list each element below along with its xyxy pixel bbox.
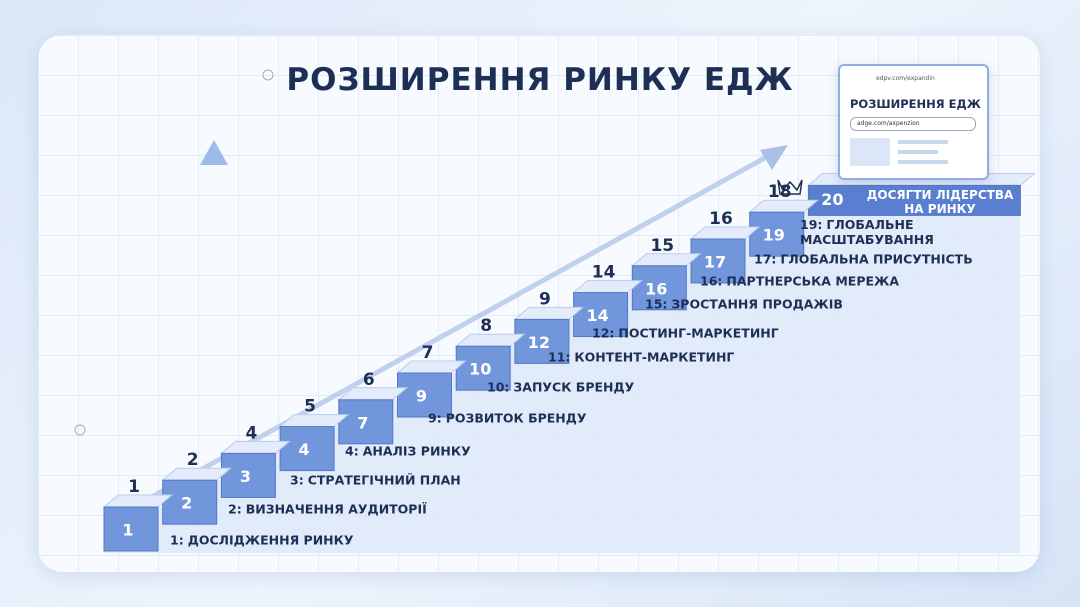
- milestone-number: 4:: [345, 443, 359, 459]
- arrow: [108, 152, 772, 523]
- step-top-number: 9: [539, 289, 551, 309]
- milestone-text: ГЛОБАЛЬНЕ МАСШТАБУВАННЯ: [800, 217, 934, 247]
- image-placeholder: [850, 138, 890, 166]
- text-line: [898, 150, 938, 154]
- milestone-number: 10:: [487, 379, 510, 395]
- milestone-number: 12:: [592, 325, 615, 341]
- milestone-number: 16:: [700, 273, 723, 289]
- milestone: 3: СТРАТЕГІЧНИЙ ПЛАН: [290, 473, 465, 488]
- address: edpv.com/expandin: [876, 75, 935, 82]
- step-front: [338, 399, 394, 445]
- text-line: [898, 160, 948, 164]
- milestone-number: 15:: [645, 296, 668, 312]
- title: РОЗШИРЕННЯ РИНКУ ЕДЖ: [286, 62, 794, 98]
- step-top-number: 14: [592, 263, 616, 283]
- milestone: 2: ВИЗНАЧЕННЯ АУДИТОРІЇ: [228, 502, 431, 517]
- step-top-number: 16: [709, 209, 733, 229]
- step-top-number: 15: [650, 236, 674, 256]
- text-line: [898, 140, 948, 144]
- triangle: [200, 140, 228, 165]
- step-front: [103, 506, 159, 552]
- step-top-number: 8: [480, 316, 492, 336]
- milestone: 4: АНАЛІЗ РИНКУ: [345, 444, 475, 459]
- crown: [777, 179, 803, 195]
- step-front: [220, 452, 276, 498]
- dot: [262, 69, 274, 81]
- step-top-number: 1: [128, 477, 140, 497]
- browser-heading: РОЗШИРЕННЯ ЕДЖ: [850, 97, 981, 111]
- step-top-number: 5: [304, 397, 316, 417]
- step-number: 3: [240, 467, 251, 486]
- step-front: [690, 238, 746, 284]
- step-front: [279, 426, 335, 472]
- milestone-text: АНАЛІЗ РИНКУ: [362, 443, 471, 459]
- milestone-text: ДОСЛІДЖЕННЯ РИНКУ: [187, 532, 354, 548]
- step-number: 4: [299, 440, 310, 459]
- step-number: 17: [704, 253, 726, 272]
- milestone-text: ГЛОБАЛЬНА ПРИСУТНІСТЬ: [780, 251, 973, 267]
- step-number: 7: [357, 413, 368, 432]
- search-box: adge.com/axpenzion: [850, 117, 976, 131]
- milestone-text: ЗАПУСК БРЕНДУ: [513, 379, 635, 395]
- milestone-text: СТРАТЕГІЧНИЙ ПЛАН: [307, 472, 461, 488]
- milestone-number: 17:: [754, 251, 777, 267]
- browser-mock: edpv.com/expandin РОЗШИРЕННЯ ЕДЖ adge.co…: [838, 64, 989, 180]
- milestone: 12: ПОСТИНГ-МАРКЕТИНГ: [592, 326, 783, 341]
- step-number: 12: [528, 333, 550, 352]
- milestone-text: ВИЗНАЧЕННЯ АУДИТОРІЇ: [245, 501, 427, 517]
- milestone: 17: ГЛОБАЛЬНА ПРИСУТНІСТЬ: [754, 252, 977, 267]
- milestone: 1: ДОСЛІДЖЕННЯ РИНКУ: [170, 533, 357, 548]
- stairs: 20 19 18 17 16 16 15 14 14 12 9 10 8 9 7 7 6 4 5 3 4 2 2 1 1: [102, 172, 1036, 553]
- step-front: [397, 372, 452, 418]
- step-number: 14: [586, 306, 608, 325]
- step-top-number: 4: [245, 423, 257, 443]
- step-number: 1: [122, 521, 133, 540]
- milestone: 11: КОНТЕНТ-МАРКЕТИНГ: [548, 350, 738, 365]
- milestone-number: 11:: [548, 349, 571, 365]
- milestone: 15: ЗРОСТАННЯ ПРОДАЖІВ: [645, 297, 847, 312]
- milestone-number: 19:: [800, 217, 823, 232]
- dot: [74, 424, 86, 436]
- milestone-number: 2:: [228, 501, 242, 517]
- step-top-number: 7: [422, 343, 434, 363]
- milestone: 10: ЗАПУСК БРЕНДУ: [487, 380, 638, 395]
- milestone-text: ЗРОСТАННЯ ПРОДАЖІВ: [671, 296, 843, 312]
- milestone-text: ПОСТИНГ-МАРКЕТИНГ: [618, 325, 779, 341]
- milestone-number: 1:: [170, 532, 184, 548]
- step-front: [455, 345, 511, 391]
- step-number: 20: [821, 190, 843, 209]
- step-front: [573, 292, 629, 338]
- step-number: 16: [645, 279, 667, 298]
- milestone: 16: ПАРТНЕРСЬКА МЕРЕЖА: [700, 274, 903, 289]
- milestone-number: 3:: [290, 472, 304, 488]
- step-top-number: 6: [363, 370, 375, 390]
- step-number: 2: [181, 494, 192, 513]
- milestone-text: РОЗВИТОК БРЕНДУ: [445, 410, 587, 426]
- step-front: [749, 211, 805, 257]
- milestone-number: 9:: [428, 410, 442, 426]
- step-number: 19: [763, 226, 785, 245]
- step-number: 9: [416, 387, 427, 406]
- milestone-text: ПАРТНЕРСЬКА МЕРЕЖА: [726, 273, 899, 289]
- arrow-head: [760, 145, 788, 170]
- summit-label: ДОСЯГТИ ЛІДЕРСТВА НА РИНКУ: [866, 188, 1014, 216]
- milestone: 19: ГЛОБАЛЬНЕ МАСШТАБУВАННЯ: [800, 217, 950, 247]
- step-number: 10: [469, 360, 491, 379]
- step-front: [162, 479, 218, 525]
- step-front: [514, 318, 570, 364]
- step-top-number: 2: [187, 450, 199, 470]
- step-top-number: 18: [768, 182, 792, 202]
- milestone-text: КОНТЕНТ-МАРКЕТИНГ: [574, 349, 735, 365]
- milestone: 9: РОЗВИТОК БРЕНДУ: [428, 411, 591, 426]
